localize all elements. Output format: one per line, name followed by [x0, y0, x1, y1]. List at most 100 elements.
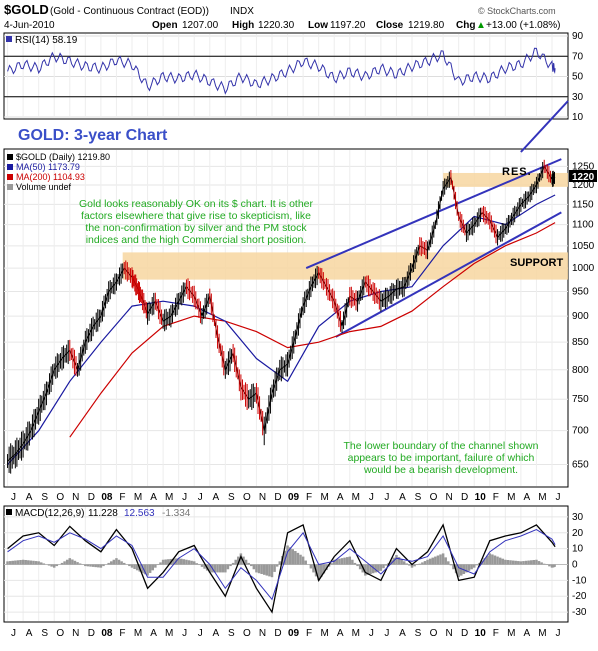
price-tick-label: 650 — [572, 459, 589, 470]
macd-legend-label: MACD(12,26,9) — [15, 508, 84, 519]
exchange: INDX — [230, 6, 254, 17]
x-axis-label: 09 — [288, 628, 300, 639]
quote-date: 4-Jun-2010 — [4, 20, 55, 31]
price-tick-label: 750 — [572, 394, 589, 405]
x-axis-label: M — [352, 492, 360, 503]
x-axis-label: F — [493, 628, 499, 639]
rsi-legend-swatch — [6, 36, 12, 42]
legend-entry: MA(50) 1173.79 — [16, 162, 80, 172]
annotation-bottom: The lower boundary of the channel showna… — [344, 440, 539, 476]
annotation-top-line: indices and the high Commercial short po… — [86, 234, 307, 246]
macd-tick-label: 0 — [572, 560, 578, 571]
x-axis-label: J — [384, 628, 389, 639]
x-axis-label: M — [538, 628, 546, 639]
x-axis-label: J — [11, 492, 16, 503]
high-value: 1220.30 — [258, 20, 295, 31]
resistance-label: RES. — [502, 166, 532, 178]
annotation-top-line: the non-confirmation by silver and the P… — [85, 222, 307, 234]
x-axis-label: D — [88, 628, 95, 639]
x-axis-label: M — [134, 628, 142, 639]
macd-signal-value: 12.563 — [124, 508, 155, 519]
x-axis-label: J — [11, 628, 16, 639]
x-axis-label: J — [556, 492, 561, 503]
last-price-tag-text: 1220 — [572, 172, 595, 183]
price-tick-label: 1000 — [572, 263, 595, 274]
open-value: 1207.00 — [182, 20, 219, 31]
x-axis-label: F — [119, 492, 125, 503]
x-axis-label: M — [507, 628, 515, 639]
x-axis-label: O — [56, 492, 64, 503]
watermark: © StockCharts.com — [478, 6, 556, 16]
x-axis-label: J — [369, 492, 374, 503]
x-axis-label: A — [26, 628, 33, 639]
x-axis-label: J — [198, 628, 203, 639]
channel-lower-line — [335, 211, 562, 338]
macd-tick-label: -20 — [572, 591, 587, 602]
x-axis-label: F — [306, 492, 312, 503]
rsi-legend: RSI(14) 58.19 — [15, 35, 78, 46]
x-axis-label: D — [274, 628, 281, 639]
x-axis-label: J — [369, 628, 374, 639]
chg-arrow-icon: ▲ — [476, 20, 486, 31]
x-axis-label: S — [228, 492, 235, 503]
symbol: $GOLD — [4, 2, 49, 17]
rsi-tick-label: 70 — [572, 51, 584, 62]
x-axis-label: O — [56, 628, 64, 639]
x-axis-label: 09 — [288, 492, 300, 503]
close-value: 1219.80 — [408, 20, 445, 31]
x-axis-label: S — [415, 628, 422, 639]
x-axis-label: M — [320, 492, 328, 503]
x-axis-label: D — [274, 492, 281, 503]
last-price-tag — [569, 170, 597, 182]
x-axis-label: A — [399, 628, 406, 639]
annotation-top-line: factors elsewhere that give rise to skep… — [81, 210, 311, 222]
x-axis-label: A — [524, 628, 531, 639]
x-axis-label: J — [198, 492, 203, 503]
x-axis-label: F — [493, 492, 499, 503]
x-axis-label: 08 — [101, 628, 113, 639]
price-tick-label: 1150 — [572, 199, 594, 210]
x-axis-label: D — [461, 492, 468, 503]
annotation-bottom-line: would be a bearish development. — [363, 464, 518, 476]
price-tick-label: 700 — [572, 426, 589, 437]
macd-legend-swatch — [6, 509, 12, 515]
x-axis-label: O — [430, 492, 438, 503]
legend-swatch — [7, 154, 13, 160]
price-tick-label: 1100 — [572, 220, 594, 231]
chg-value: +13.00 (+1.08%) — [486, 20, 561, 31]
x-axis-label: M — [165, 492, 173, 503]
x-axis-label: A — [26, 492, 33, 503]
legend-entry: Volume undef — [16, 182, 72, 192]
ma200-line — [69, 222, 556, 438]
legend-entry: $GOLD (Daily) 1219.80 — [16, 152, 110, 162]
annotation-bottom-line: The lower boundary of the channel shown — [344, 440, 539, 452]
x-axis-label: M — [507, 492, 515, 503]
x-axis-label: 08 — [101, 492, 113, 503]
x-axis-label: A — [150, 492, 157, 503]
x-axis-label: D — [88, 492, 95, 503]
support-label: SUPPORT — [510, 257, 563, 269]
support-zone — [122, 252, 569, 280]
price-tick-label: 1050 — [572, 241, 595, 252]
x-axis-label: M — [352, 628, 360, 639]
channel-upper-line — [305, 158, 562, 270]
x-axis-label: J — [384, 492, 389, 503]
x-axis-label: A — [150, 628, 157, 639]
x-axis-label: J — [556, 628, 561, 639]
x-axis-label: S — [41, 492, 48, 503]
close-label: Close — [376, 20, 404, 31]
low-label: Low — [308, 20, 328, 31]
macd-value: 11.228 — [88, 508, 118, 519]
price-tick-label: 1250 — [572, 161, 595, 172]
x-axis-label: A — [212, 628, 219, 639]
channel-extension-line — [520, 100, 569, 153]
x-axis-label: 10 — [475, 628, 487, 639]
x-axis-label: A — [524, 492, 531, 503]
x-axis-label: J — [182, 628, 187, 639]
x-axis-label: A — [212, 492, 219, 503]
x-axis-label: A — [399, 492, 406, 503]
x-axis-label: D — [461, 628, 468, 639]
description: (Gold - Continuous Contract (EOD)) — [50, 6, 209, 17]
